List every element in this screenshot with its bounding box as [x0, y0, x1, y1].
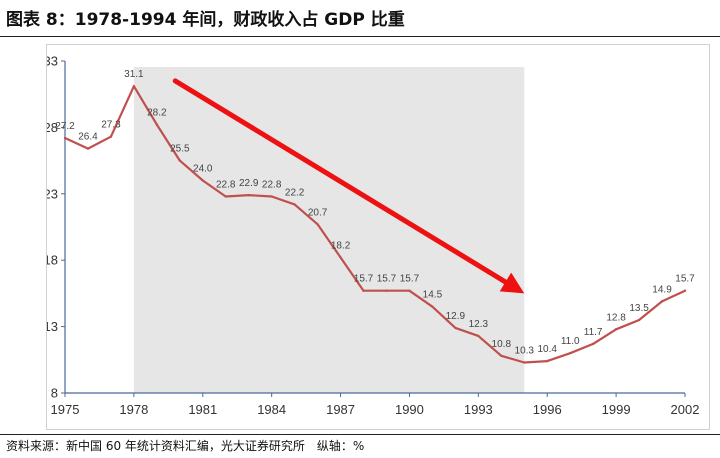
data-label: 13.5 — [629, 303, 649, 314]
data-point — [178, 159, 182, 162]
y-tick-label: 23 — [47, 186, 58, 201]
data-label: 15.7 — [377, 274, 397, 285]
data-point — [155, 123, 159, 126]
data-label: 15.7 — [400, 274, 420, 285]
data-point — [109, 135, 113, 138]
y-tick-label: 18 — [47, 253, 58, 268]
data-point — [591, 342, 595, 346]
data-point — [500, 354, 503, 358]
data-label: 26.4 — [78, 132, 98, 143]
data-label: 11.7 — [584, 327, 603, 338]
data-label: 24.0 — [193, 164, 213, 175]
title-bar — [0, 0, 720, 37]
shaded-period — [133, 67, 525, 393]
data-label: 20.7 — [308, 207, 328, 218]
data-label: 10.4 — [537, 344, 557, 355]
data-label: 18.2 — [331, 241, 351, 252]
data-label: 12.3 — [469, 319, 489, 330]
data-label: 22.8 — [262, 179, 282, 190]
data-point — [523, 361, 526, 364]
x-tick-label: 1993 — [464, 402, 493, 417]
data-label: 22.2 — [285, 187, 305, 198]
data-point — [431, 305, 434, 308]
x-tick-label: 2002 — [671, 402, 700, 417]
x-tick-label: 1981 — [188, 402, 217, 417]
data-label: 27.2 — [55, 121, 75, 132]
data-label: 14.9 — [652, 284, 672, 295]
chart-frame: 8 13 18 23 28 33 1975 1978 1981 1984 1987 1990 1993 1… — [46, 44, 710, 430]
data-label: 28.2 — [147, 108, 167, 119]
data-label: 10.8 — [492, 339, 512, 350]
data-label: 11.0 — [561, 336, 580, 347]
trend-arrow-head — [499, 272, 525, 294]
series-line — [64, 85, 686, 364]
x-tick-label: 1996 — [533, 402, 562, 417]
y-tick-label: 8 — [51, 386, 58, 401]
data-point — [660, 300, 664, 303]
data-point — [339, 256, 342, 259]
data-label: 15.7 — [675, 274, 695, 285]
y-tick-label: 13 — [47, 319, 58, 334]
data-label: 12.8 — [606, 312, 626, 323]
data-label: 15.7 — [354, 274, 374, 285]
data-point — [247, 193, 250, 197]
data-point — [683, 289, 687, 292]
data-point — [385, 289, 388, 292]
data-point — [568, 351, 572, 355]
data-point — [316, 223, 319, 226]
data-label: 25.5 — [170, 144, 190, 155]
chart-title: 图表 8：1978-1994 年间，财政收入占 GDP 比重 — [6, 10, 405, 30]
x-tick-label: 1990 — [395, 402, 424, 417]
data-point — [293, 203, 296, 206]
x-tick-label: 1975 — [51, 402, 80, 417]
data-label: 14.5 — [423, 290, 443, 301]
y-tick-label: 33 — [47, 54, 58, 69]
data-label: 27.3 — [101, 120, 121, 131]
data-point — [270, 195, 273, 198]
data-label: 22.9 — [239, 178, 259, 189]
data-point — [408, 289, 411, 292]
data-point — [224, 195, 227, 198]
x-tick-label: 1984 — [257, 402, 286, 417]
data-label: 31.1 — [124, 69, 144, 80]
x-tick-label: 1978 — [119, 402, 148, 417]
chart-svg: 8 13 18 23 28 33 1975 1978 1981 1984 1987 1990 1993 1… — [47, 54, 700, 418]
x-tick-label: 1999 — [602, 402, 631, 417]
data-point — [454, 326, 457, 330]
data-label: 22.8 — [216, 179, 236, 190]
data-point — [362, 289, 365, 292]
source-divider — [0, 434, 720, 435]
data-point — [132, 85, 136, 88]
data-point — [614, 328, 618, 331]
data-point — [86, 147, 90, 150]
source-note: 资料来源：新中国 60 年统计资料汇编，光大证券研究所 纵轴：% — [6, 439, 365, 453]
trend-arrow-shaft — [172, 78, 508, 285]
data-point — [637, 318, 641, 322]
data-label: 10.3 — [515, 345, 535, 356]
data-point — [63, 136, 67, 140]
data-point — [477, 334, 480, 338]
data-point — [546, 359, 549, 363]
x-tick-label: 1987 — [326, 402, 355, 417]
y-tick-label: 28 — [47, 120, 58, 135]
data-point — [201, 179, 204, 182]
data-label: 12.9 — [446, 311, 466, 322]
